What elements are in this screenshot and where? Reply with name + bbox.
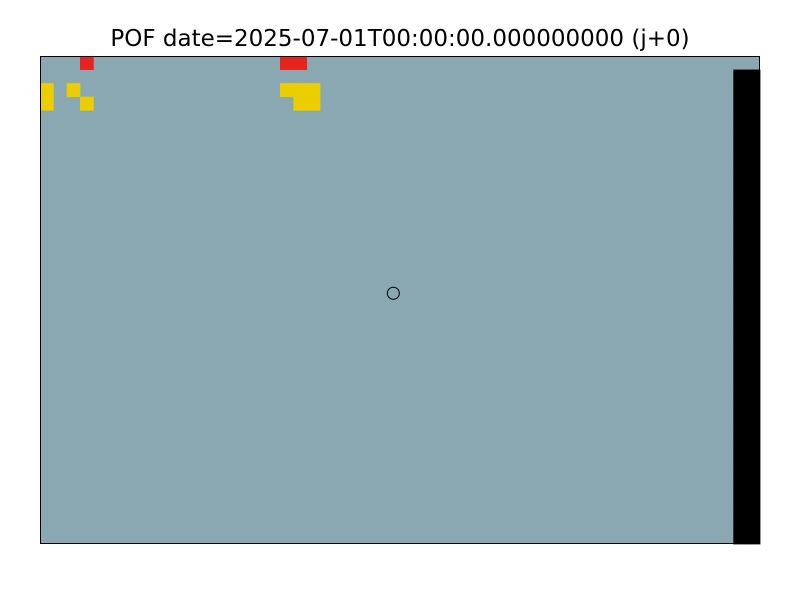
heatmap-cell <box>40 96 54 111</box>
heatmap-cell <box>733 191 748 206</box>
heatmap-cell <box>733 422 748 436</box>
heatmap-cell <box>80 96 94 111</box>
heatmap-cell <box>280 56 294 70</box>
heatmap-cell <box>733 178 748 192</box>
heatmap-cell <box>746 422 761 436</box>
heatmap-cell <box>733 83 748 98</box>
heatmap-cell <box>733 503 748 518</box>
heatmap-cell <box>733 96 748 111</box>
heatmap-cell <box>733 150 748 165</box>
heatmap-cell <box>733 462 748 477</box>
heatmap-cell <box>746 178 761 192</box>
heatmap-cell <box>746 367 761 382</box>
heatmap-cell <box>746 313 761 328</box>
heatmap-cell <box>746 259 761 274</box>
heatmap-cell <box>733 381 748 396</box>
heatmap-cell <box>746 327 761 342</box>
heatmap-cell <box>746 83 761 98</box>
heatmap-cell <box>733 408 748 423</box>
heatmap-cell <box>733 259 748 274</box>
heatmap-cell <box>733 340 748 355</box>
heatmap-cell <box>746 123 761 138</box>
heatmap-cell <box>746 232 761 247</box>
heatmap-cell <box>746 96 761 111</box>
heatmap-cell <box>746 408 761 423</box>
heatmap-cell <box>733 232 748 247</box>
heatmap-cell <box>746 394 761 409</box>
heatmap-cell <box>746 530 761 545</box>
heatmap-cell <box>733 205 748 220</box>
location-marker <box>386 286 400 300</box>
heatmap-cell <box>746 462 761 477</box>
heatmap-cell <box>733 69 748 84</box>
heatmap-cell <box>746 110 761 125</box>
heatmap-cell <box>306 83 321 98</box>
heatmap-cells <box>40 56 761 545</box>
heatmap-cell <box>306 96 321 111</box>
heatmap-cell <box>746 476 761 491</box>
heatmap-cell <box>733 489 748 504</box>
heatmap-cell <box>733 530 748 545</box>
heatmap-cell <box>66 83 81 98</box>
heatmap-cell <box>293 56 308 70</box>
heatmap-cell <box>733 272 748 287</box>
heatmap-cell <box>733 164 748 179</box>
heatmap-cell <box>746 503 761 518</box>
heatmap-cell <box>733 327 748 342</box>
heatmap-cell <box>733 286 748 301</box>
heatmap-cell <box>746 69 761 84</box>
heatmap-cell <box>746 164 761 179</box>
heatmap-cell <box>733 476 748 491</box>
heatmap-cell <box>293 83 308 98</box>
heatmap-cell <box>746 286 761 301</box>
heatmap-cell <box>746 435 761 450</box>
heatmap-cell <box>733 435 748 450</box>
heatmap-cell <box>733 245 748 260</box>
chart-title: POF date=2025-07-01T00:00:00.000000000 (… <box>110 26 690 52</box>
heatmap-cell <box>40 83 54 98</box>
heatmap-cell <box>733 110 748 125</box>
heatmap-cell <box>733 300 748 314</box>
heatmap-cell <box>280 83 294 98</box>
heatmap-cell <box>733 367 748 382</box>
heatmap-cell <box>746 205 761 220</box>
heatmap-cell <box>733 123 748 138</box>
plot-frame <box>40 56 760 544</box>
heatmap-cell <box>733 218 748 233</box>
heatmap-cell <box>746 516 761 531</box>
heatmap-cell <box>733 516 748 531</box>
heatmap-cell <box>746 449 761 464</box>
heatmap-cell <box>733 449 748 464</box>
heatmap-cell <box>746 191 761 206</box>
heatmap-cell <box>746 245 761 260</box>
heatmap-cell <box>746 489 761 504</box>
heatmap-cell <box>746 150 761 165</box>
heatmap-cell <box>80 56 94 70</box>
heatmap-cell <box>746 272 761 287</box>
heatmap-cell <box>733 137 748 152</box>
heatmap-cell <box>733 313 748 328</box>
heatmap-cell <box>746 381 761 396</box>
heatmap-cell <box>746 340 761 355</box>
plot-background <box>40 56 760 544</box>
heatmap-cell <box>746 354 761 369</box>
heatmap-cell <box>733 354 748 369</box>
heatmap-cell <box>733 394 748 409</box>
heatmap-cell <box>746 218 761 233</box>
heatmap-cell <box>746 137 761 152</box>
heatmap-cell <box>746 300 761 314</box>
heatmap-cell <box>293 96 308 111</box>
